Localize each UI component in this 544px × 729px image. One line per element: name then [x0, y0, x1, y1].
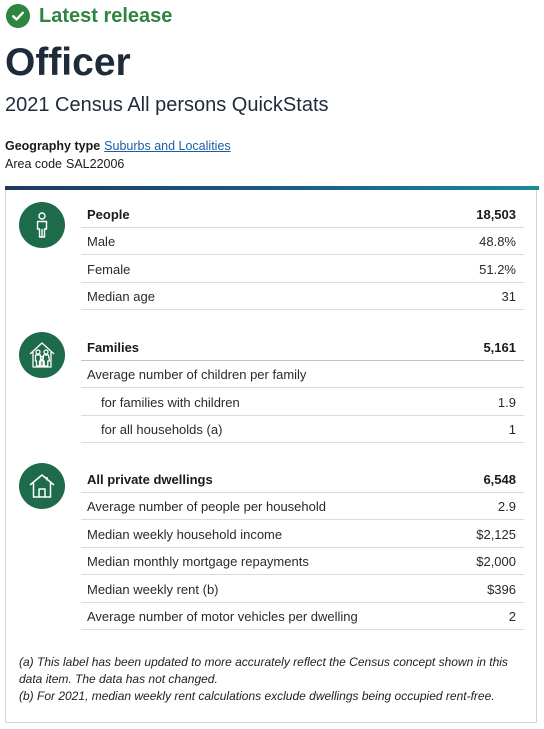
table-row: for families with children 1.9	[81, 389, 524, 416]
table-row: Median weekly household income $2,125	[81, 521, 524, 548]
table-row: Average number of motor vehicles per dwe…	[81, 603, 524, 630]
geography-type-label: Geography type	[5, 139, 101, 153]
table-row: Female 51.2%	[81, 256, 524, 283]
dwellings-header-row: All private dwellings 6,548	[81, 466, 524, 493]
family-icon	[19, 332, 65, 378]
footnote-b: (b) For 2021, median weekly rent calcula…	[19, 689, 495, 703]
latest-release-badge: Latest release	[6, 4, 172, 28]
geography-type: Geography type Suburbs and Localities	[5, 138, 231, 154]
table-row: Average number of people per household 2…	[81, 493, 524, 520]
page-title: Officer	[5, 41, 131, 84]
area-code-label: Area code	[5, 157, 62, 171]
area-code-value: SAL22006	[65, 157, 125, 171]
area-code: Area code SAL22006	[5, 156, 124, 172]
table-row: Male 48.8%	[81, 228, 524, 255]
person-icon	[19, 202, 65, 248]
card-accent-bar	[5, 186, 539, 190]
footnote-a: (a) This label has been updated to more …	[19, 655, 508, 686]
families-header-row: Families 5,161	[81, 334, 524, 361]
page-subtitle: 2021 Census All persons QuickStats	[5, 94, 329, 116]
table-row: Median weekly rent (b) $396	[81, 576, 524, 603]
table-row: for all households (a) 1	[81, 416, 524, 443]
geography-type-link[interactable]: Suburbs and Localities	[104, 139, 231, 153]
quickstats-card: People 18,503 Male 48.8% Female 51.2% Me…	[5, 186, 539, 723]
people-header-row: People 18,503	[81, 201, 524, 228]
footnotes: (a) This label has been updated to more …	[19, 654, 524, 705]
table-row: Average number of children per family	[81, 361, 524, 388]
table-row: Median age 31	[81, 283, 524, 310]
table-row: Median monthly mortgage repayments $2,00…	[81, 548, 524, 575]
check-circle-icon	[6, 4, 30, 28]
latest-release-label: Latest release	[39, 5, 173, 27]
house-icon	[19, 463, 65, 509]
